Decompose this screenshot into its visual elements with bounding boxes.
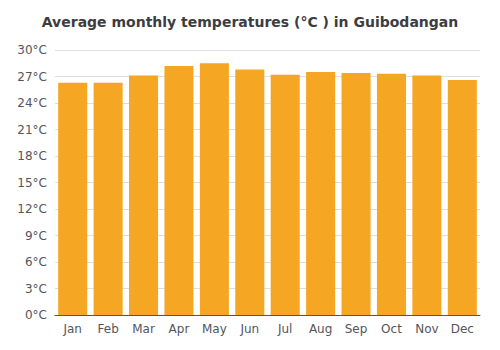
svg-text:9°C: 9°C bbox=[25, 229, 47, 243]
svg-text:30°C: 30°C bbox=[17, 43, 47, 57]
svg-text:May: May bbox=[202, 322, 227, 336]
svg-text:15°C: 15°C bbox=[17, 176, 47, 190]
svg-text:Aug: Aug bbox=[309, 322, 332, 336]
svg-text:0°C: 0°C bbox=[25, 308, 47, 322]
svg-text:Apr: Apr bbox=[169, 322, 190, 336]
svg-text:Jun: Jun bbox=[239, 322, 259, 336]
svg-text:Mar: Mar bbox=[132, 322, 155, 336]
svg-text:Dec: Dec bbox=[451, 322, 474, 336]
svg-text:24°C: 24°C bbox=[17, 96, 47, 110]
svg-text:Jul: Jul bbox=[277, 322, 292, 336]
svg-text:12°C: 12°C bbox=[17, 202, 47, 216]
svg-text:18°C: 18°C bbox=[17, 149, 47, 163]
svg-text:3°C: 3°C bbox=[25, 282, 47, 296]
svg-text:Sep: Sep bbox=[345, 322, 368, 336]
svg-text:Jan: Jan bbox=[62, 322, 82, 336]
svg-text:Feb: Feb bbox=[98, 322, 119, 336]
svg-text:6°C: 6°C bbox=[25, 255, 47, 269]
svg-text:27°C: 27°C bbox=[17, 70, 47, 84]
svg-text:Nov: Nov bbox=[415, 322, 438, 336]
svg-text:Oct: Oct bbox=[381, 322, 402, 336]
svg-text:21°C: 21°C bbox=[17, 123, 47, 137]
svg-text:Average monthly temperatures (: Average monthly temperatures (°C ) in Gu… bbox=[42, 14, 458, 30]
